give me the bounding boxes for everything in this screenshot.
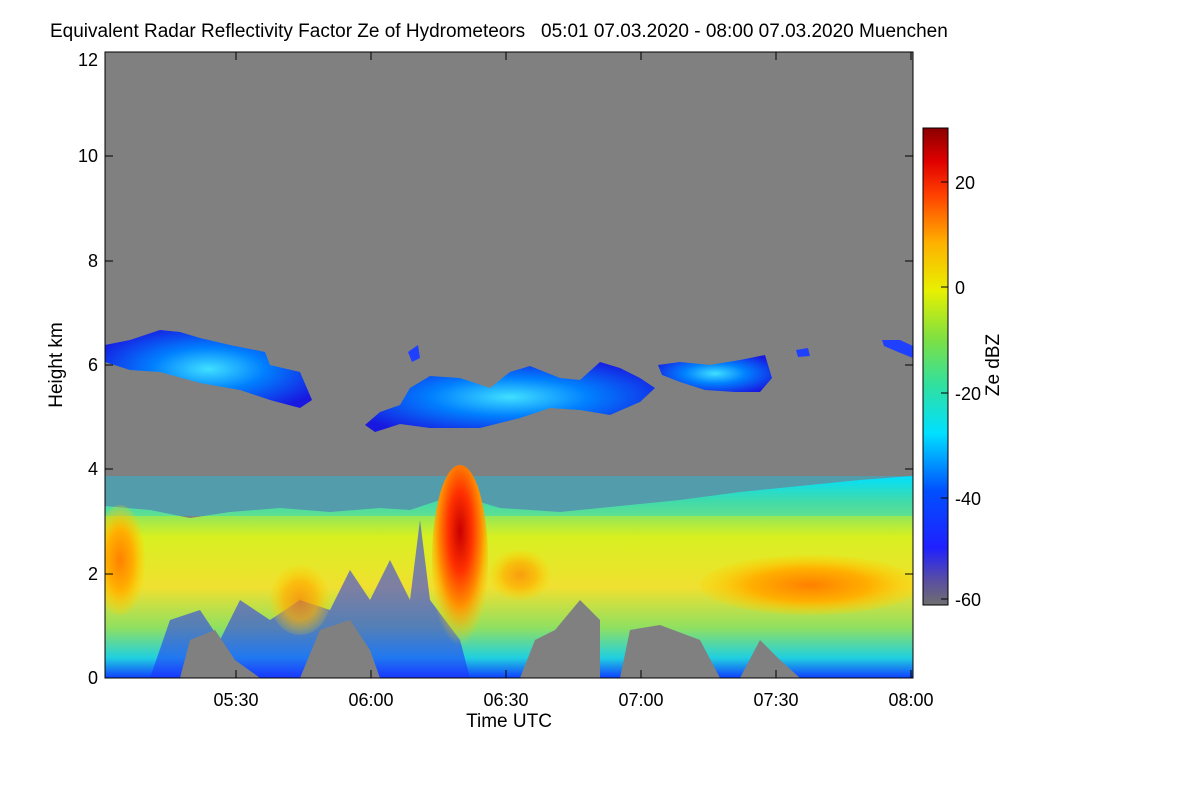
- x-tick-label: 06:30: [483, 690, 528, 710]
- y-tick-label: 8: [88, 251, 98, 271]
- y-axis-title: Height km: [46, 322, 67, 408]
- x-axis: 05:30 06:00 06:30 07:00 07:30 08:00: [213, 52, 934, 710]
- mid-maximum: [270, 565, 330, 635]
- colorbar: 20 0 -20 -40 -60: [922, 127, 981, 610]
- cloud-top-band: [105, 476, 913, 516]
- ice-cloud-1: [105, 330, 312, 408]
- ice-cloud-2: [365, 362, 655, 432]
- y-tick-label: 10: [78, 146, 98, 166]
- y-tick-label: 6: [88, 355, 98, 375]
- colorbar-gradient: [922, 127, 949, 606]
- x-axis-title: Time UTC: [466, 711, 552, 732]
- ice-cloud-3: [658, 355, 772, 392]
- ice-cloud-4: [408, 345, 420, 362]
- x-tick-label: 07:30: [753, 690, 798, 710]
- y-tick-label: 2: [88, 564, 98, 584]
- x-tick-label: 06:00: [348, 690, 393, 710]
- cloud-base-fringe: [150, 520, 470, 678]
- y-tick-label: 12: [78, 50, 98, 70]
- location-label: Muenchen: [859, 21, 948, 42]
- left-edge-maximum: [105, 505, 145, 615]
- time-range-label: 05:01 07.03.2020 - 08:00 07.03.2020: [541, 21, 854, 42]
- chart-title: Equivalent Radar Reflectivity Factor Ze …: [50, 21, 948, 43]
- ice-cloud-6: [882, 340, 913, 358]
- cloud-base-gap: [180, 600, 800, 678]
- x-tick-label: 07:00: [618, 690, 663, 710]
- reflectivity-core: [432, 465, 488, 655]
- colorbar-tick-label: 0: [955, 278, 965, 298]
- colorbar-tick-label: -20: [955, 384, 981, 404]
- colorbar-tick-label: -40: [955, 489, 981, 509]
- late-maximum: [700, 555, 913, 615]
- x-tick-label: 05:30: [213, 690, 258, 710]
- y-tick-label: 0: [88, 668, 98, 688]
- x-tick-label: 08:00: [888, 690, 933, 710]
- colorbar-title: Ze dBZ: [983, 333, 1004, 396]
- mid2-maximum: [490, 550, 550, 600]
- y-axis: 0 2 4 6 8 10 12: [78, 50, 913, 688]
- colorbar-tick-label: -60: [955, 590, 981, 610]
- ice-cloud-5: [796, 348, 810, 357]
- y-tick-label: 4: [88, 459, 98, 479]
- title-text: Equivalent Radar Reflectivity Factor Ze …: [50, 21, 526, 42]
- colorbar-tick-label: 20: [955, 173, 975, 193]
